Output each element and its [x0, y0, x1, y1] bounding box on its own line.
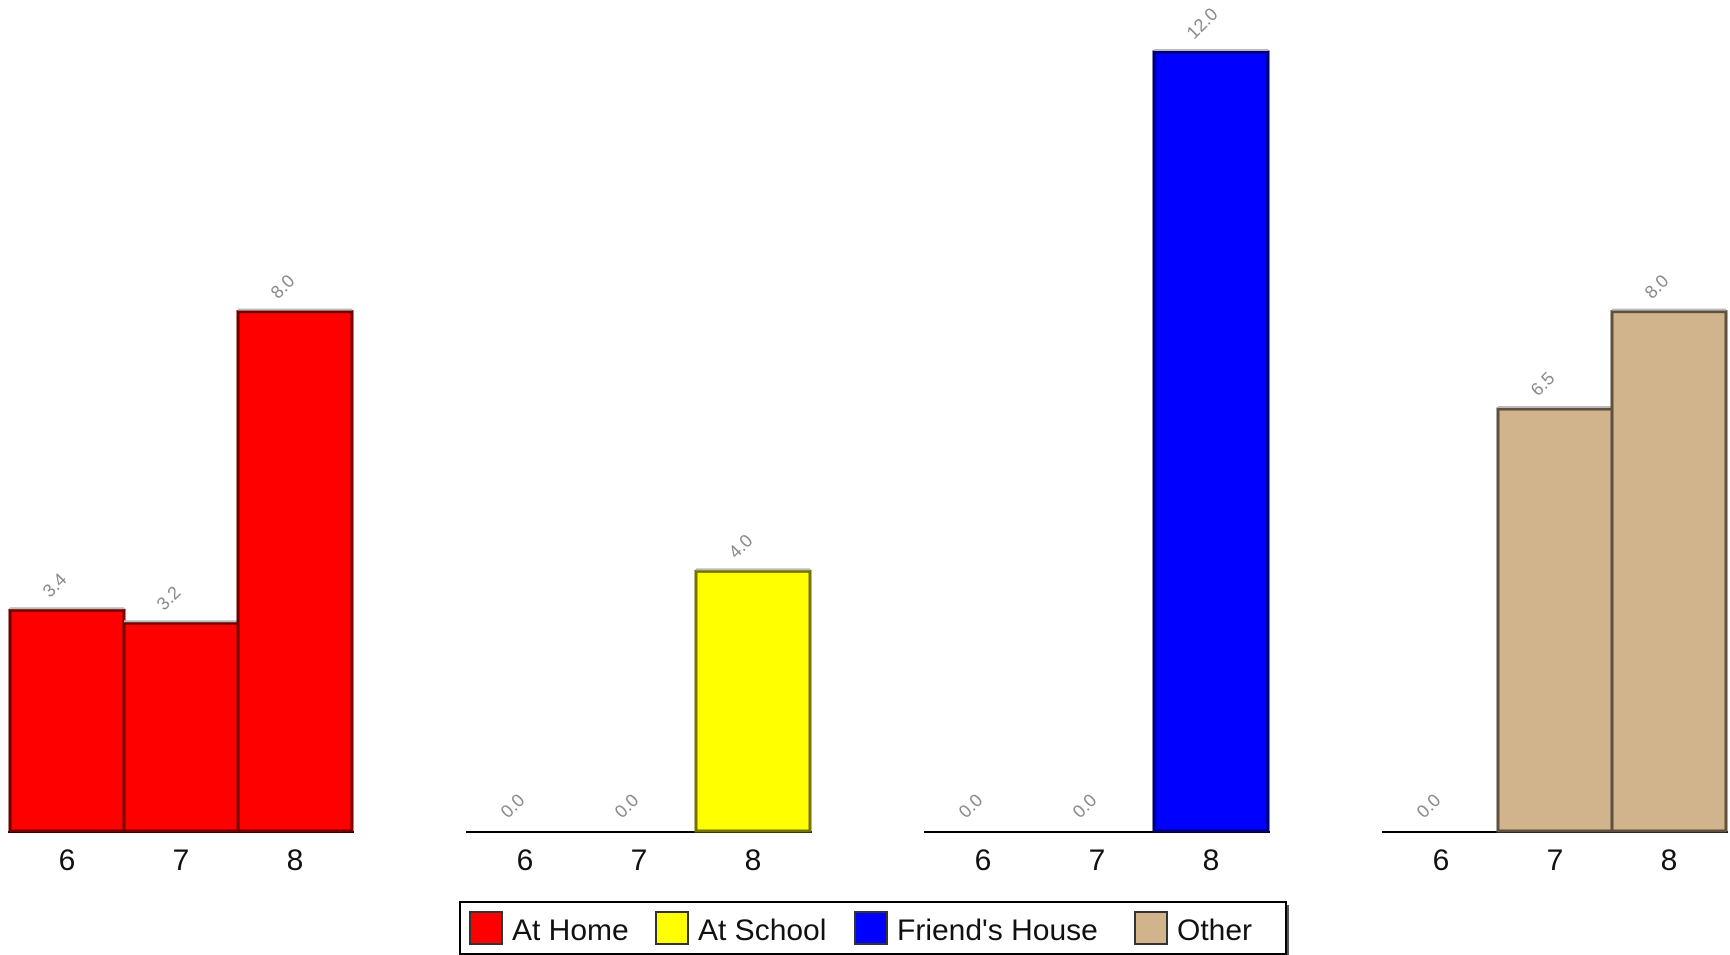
- category-label: 6: [975, 844, 992, 877]
- legend-label-at-home: At Home: [512, 914, 629, 947]
- legend-label-friend-s-house: Friend's House: [897, 914, 1098, 947]
- bar-friend-s-house-8: [1152, 50, 1270, 833]
- value-label: 0.0: [1069, 790, 1101, 822]
- value-label: 0.0: [955, 790, 987, 822]
- value-label: 6.5: [1527, 368, 1559, 400]
- category-label: 8: [745, 844, 762, 877]
- legend-swatch-other: [1134, 911, 1168, 945]
- category-label: 7: [631, 844, 648, 877]
- category-label: 6: [1433, 844, 1450, 877]
- value-label: 8.0: [267, 271, 299, 303]
- value-label: 0.0: [497, 790, 529, 822]
- category-label: 7: [1089, 844, 1106, 877]
- legend-label-at-school: At School: [698, 914, 826, 947]
- legend-swatch-at-school: [655, 911, 689, 945]
- value-label: 3.4: [39, 569, 71, 601]
- category-label: 7: [173, 844, 190, 877]
- panel-at-school: 0.0 6 0.0 7 4.0 8: [466, 530, 812, 877]
- value-label: 8.0: [1641, 271, 1673, 303]
- bar-other-8: [1610, 310, 1728, 833]
- legend-swatch-at-home: [469, 911, 503, 945]
- value-label: 3.2: [153, 582, 185, 614]
- category-label: 8: [1203, 844, 1220, 877]
- bar-at-home-6: [8, 608, 126, 833]
- panel-friend-s-house: 0.0 6 0.0 7 12.0 8: [924, 4, 1270, 877]
- category-label: 6: [59, 844, 76, 877]
- category-label: 7: [1547, 844, 1564, 877]
- value-label: 0.0: [1413, 790, 1445, 822]
- legend-swatch-friend-s-house: [854, 911, 888, 945]
- bar-other-7: [1496, 407, 1614, 833]
- legend-label-other: Other: [1177, 914, 1252, 947]
- bar-at-home-7: [122, 621, 240, 833]
- bar-at-school-8: [694, 569, 812, 833]
- value-label: 12.0: [1183, 4, 1222, 43]
- value-label: 0.0: [611, 790, 643, 822]
- category-label: 8: [1661, 844, 1678, 877]
- chart-panels: 3.463.278.080.060.074.080.060.0712.080.0…: [8, 4, 1728, 877]
- category-label: 6: [517, 844, 534, 877]
- category-label: 8: [287, 844, 304, 877]
- panel-at-home: 3.4 6 3.2 7 8.0 8: [8, 271, 354, 877]
- panel-other: 0.0 6 6.5 7 8.0 8: [1382, 271, 1728, 877]
- bar-at-home-8: [236, 310, 354, 833]
- value-label: 4.0: [725, 530, 757, 562]
- chart-legend: At Home At School Friend's House Other: [459, 901, 1289, 955]
